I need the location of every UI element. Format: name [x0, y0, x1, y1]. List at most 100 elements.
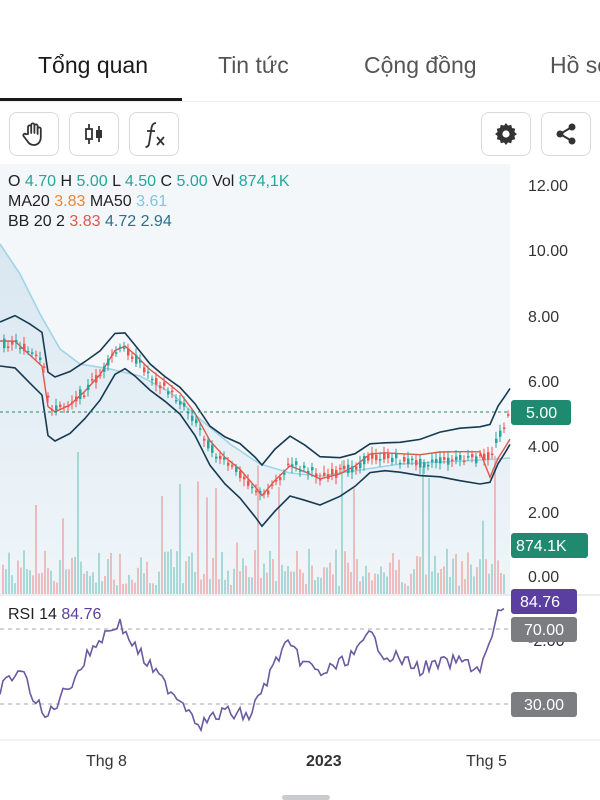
- bb-middle-value: 4.72: [104, 213, 137, 230]
- tab-community[interactable]: Cộng đồng: [364, 52, 477, 78]
- open-value: 4.70: [24, 173, 57, 190]
- volume-bar: [245, 565, 247, 594]
- bb-upper-line: [0, 314, 511, 467]
- volume-bar: [344, 551, 346, 594]
- price-axis-label: 12.00: [528, 178, 568, 195]
- volume-bar: [269, 551, 271, 594]
- volume-bar: [32, 575, 34, 594]
- volume-bar: [368, 572, 370, 594]
- candle-body: [235, 467, 238, 472]
- candlestick-icon: [85, 124, 102, 144]
- volume-bar: [353, 488, 355, 594]
- candle-body: [179, 401, 182, 405]
- chart-type-button[interactable]: [69, 112, 119, 156]
- low-label: L: [112, 173, 121, 190]
- volume-bar: [224, 579, 226, 594]
- tab-news[interactable]: Tin tức: [218, 52, 289, 78]
- volume-bar: [302, 572, 304, 594]
- volume-bar: [179, 484, 181, 594]
- candle-body: [395, 454, 398, 459]
- candle-body: [75, 396, 78, 402]
- candle-body: [3, 338, 6, 349]
- volume-bar: [488, 573, 490, 594]
- chart-canvas[interactable]: 12.00 10.00 8.00 6.00 4.00 2.00 0.00 5.0…: [0, 164, 600, 794]
- volume-bar: [413, 569, 415, 594]
- candle-body: [199, 428, 202, 430]
- home-indicator: [282, 795, 330, 800]
- volume-bar: [332, 574, 334, 594]
- candle-body: [227, 462, 230, 466]
- candle-body: [415, 460, 418, 466]
- volume-bar: [161, 495, 163, 594]
- close-label: C: [160, 173, 173, 190]
- volume-bar: [74, 556, 76, 594]
- candle-body: [335, 469, 338, 478]
- price-chart[interactable]: 12.00 10.00 8.00 6.00 4.00 2.00 0.00 5.0…: [0, 164, 600, 794]
- volume-bar: [287, 566, 289, 594]
- ma50-label: MA50: [89, 193, 132, 210]
- volume-bar: [122, 584, 124, 594]
- ohlc-legend: O 4.70 H 5.00 L 4.50 C 5.00 Vol 874,1K: [8, 173, 290, 191]
- rsi-line: [0, 607, 505, 733]
- volume-bar: [2, 564, 4, 594]
- volume-bar: [401, 582, 403, 594]
- volume-bar: [362, 576, 364, 594]
- volume-bar: [452, 558, 454, 594]
- volume-bar: [80, 561, 82, 594]
- candle-body: [135, 354, 138, 364]
- settings-button[interactable]: [481, 112, 531, 156]
- rsi-level-30: 30.00: [524, 697, 564, 714]
- candle-body: [35, 354, 38, 357]
- volume-bar: [281, 564, 283, 594]
- volume-bar: [248, 577, 250, 594]
- volume-bar: [476, 567, 478, 594]
- volume-bar: [395, 570, 397, 594]
- candle-body: [143, 367, 146, 373]
- candle-body: [119, 347, 122, 349]
- hand-tool-button[interactable]: [9, 112, 59, 156]
- volume-bar: [449, 576, 451, 594]
- bb-lower-line: [0, 365, 511, 528]
- volume-bar: [194, 572, 196, 594]
- volume-bar: [110, 553, 112, 594]
- candle-body: [43, 366, 46, 368]
- candle-body: [255, 490, 258, 493]
- share-button[interactable]: [541, 112, 591, 156]
- tab-profile[interactable]: Hồ sơ: [550, 52, 600, 78]
- volume-bar: [347, 562, 349, 594]
- volume-value: 874.1K: [516, 538, 567, 555]
- candle-body: [435, 458, 438, 463]
- candle-body: [159, 385, 162, 389]
- candle-body: [63, 406, 66, 409]
- price-axis-label: 10.00: [528, 243, 568, 260]
- candle-body: [91, 379, 94, 381]
- candle-body: [207, 440, 210, 449]
- volume-bar: [311, 565, 313, 594]
- ma20-value: 3.83: [54, 193, 86, 210]
- volume-bar: [17, 560, 19, 594]
- rsi-label: RSI 14: [8, 606, 57, 623]
- candle-body: [439, 457, 442, 464]
- volume-bar: [482, 520, 484, 594]
- volume-bar: [95, 582, 97, 594]
- volume-bar: [458, 585, 460, 594]
- volume-bar: [371, 580, 373, 594]
- candle-body: [19, 347, 22, 350]
- candle-body: [267, 490, 270, 495]
- volume-bar: [233, 568, 235, 594]
- volume-bar: [26, 569, 28, 594]
- close-value: 5.00: [176, 173, 208, 190]
- volume-bar: [434, 555, 436, 594]
- volume-bar: [20, 567, 22, 594]
- volume-bar: [227, 570, 229, 594]
- indicators-button[interactable]: [129, 112, 179, 156]
- tab-overview[interactable]: Tổng quan: [38, 52, 148, 78]
- candle-body: [187, 411, 190, 414]
- hand-pointer-icon: [22, 122, 42, 146]
- high-label: H: [60, 173, 73, 190]
- low-value: 4.50: [124, 173, 157, 190]
- candle-body: [499, 430, 502, 437]
- candle-body: [163, 382, 166, 386]
- candle-body: [59, 404, 62, 407]
- candle-body: [191, 415, 194, 421]
